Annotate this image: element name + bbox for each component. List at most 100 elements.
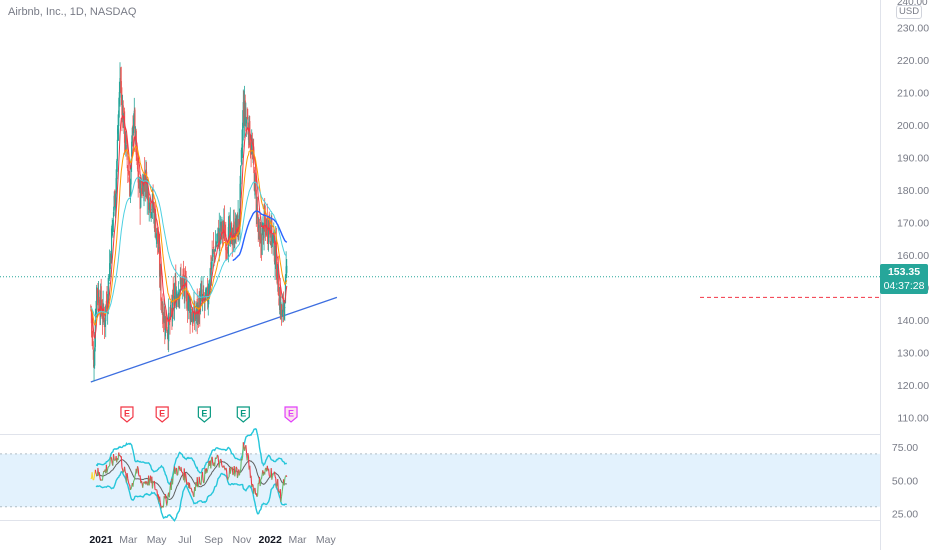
candle-body [137,163,139,183]
earnings-badge [120,406,134,423]
rsi-segment [225,467,227,470]
rsi-segment [100,479,103,481]
earnings-marker[interactable]: E [120,406,134,423]
earnings-marker[interactable]: E [236,406,250,423]
candle-body [101,311,103,317]
candle-body [186,290,188,309]
candle-body [132,124,134,132]
rsi-segment [220,460,223,466]
candle-body [113,195,115,211]
rsi-segment [273,471,276,477]
rsi-segment [130,486,133,490]
candle-body [140,183,142,208]
candle-body [144,183,146,186]
candle-body [242,122,244,148]
candle-body [107,277,109,301]
candle-body [194,314,196,318]
currency-badge[interactable]: USD [896,5,923,19]
rsi-segment [153,481,156,490]
candle-body [246,116,248,119]
price-tick-label: 220.00 [897,55,929,67]
rsi-lower-band [95,471,287,522]
candle-body [136,151,138,157]
earnings-marker[interactable]: E [284,406,298,423]
candle-body [218,228,220,248]
rsi-segment [172,472,175,476]
rsi-segment [201,471,204,481]
candle-body [240,165,242,185]
rsi-segment [124,466,126,473]
candle-body [255,172,257,186]
earnings-marker[interactable]: E [197,406,211,423]
rsi-segment [155,489,158,491]
candle-body [173,295,176,309]
candle-body [221,225,224,234]
earnings-marker[interactable]: E [155,406,169,423]
rsi-segment [214,457,216,467]
rsi-segment [241,456,244,461]
rsi-segment [126,473,129,479]
rsi-segment [180,466,183,473]
candle-body [260,239,263,251]
candle-body [127,166,129,171]
candle-body [96,289,98,296]
rsi-segment [142,483,144,488]
candle-body [96,287,98,311]
candle-body [243,103,245,122]
candle-body [262,226,265,241]
candle-body [240,149,242,163]
candle-body [241,143,243,154]
price-tick-label: 160.00 [897,250,929,262]
rsi-segment [166,494,169,504]
candle-body [254,174,256,196]
candle-body [187,301,189,310]
candle-body [160,298,163,306]
price-tick-label: 110.00 [897,413,928,425]
rsi-segment [159,496,161,503]
last-price: 153.35 [887,266,921,278]
candle-body [109,255,111,269]
candle-body [90,306,92,308]
rsi-segment [268,468,270,476]
candle-body [117,128,119,134]
candle-body [156,228,158,236]
candle-body [224,235,226,237]
candle-body [103,317,106,328]
candle-body [173,292,175,306]
time-tick-label: 2022 [258,534,282,546]
candle-body [116,160,118,180]
candle-body [150,213,152,216]
candle-body [213,250,215,252]
rsi-segment [175,468,178,476]
rsi-segment [162,496,165,508]
price-tick-label: 140.00 [897,315,929,327]
candle-body [284,275,287,304]
candle-body [190,313,192,320]
candle-body [126,144,128,160]
rsi-segment [268,475,271,477]
candle-body [146,183,148,200]
candle-body [273,235,276,262]
candle-body [265,223,267,235]
rsi-segment [211,456,214,464]
rsi-segment [253,488,255,494]
candle-body [175,280,177,307]
candle-body [114,190,116,206]
time-tick-label: May [316,534,337,546]
candle-body [111,224,113,234]
candle-body [219,221,222,232]
rsi-segment [107,466,109,470]
candle-body [143,174,145,202]
candle-body [203,292,205,299]
candle-body [195,314,197,320]
rsi-segment [247,453,250,457]
rsi-segment [281,485,284,492]
candle-body [144,172,146,178]
candle-body [233,221,235,245]
rsi-segment [260,474,263,479]
candle-body [274,260,276,265]
candle-body [171,295,174,322]
candle-body [142,181,144,193]
rsi-segment [133,476,136,481]
